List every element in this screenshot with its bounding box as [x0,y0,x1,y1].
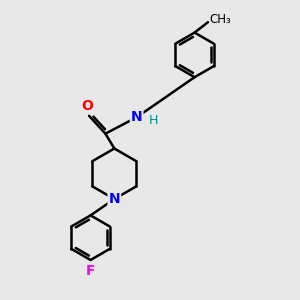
Text: F: F [86,263,95,278]
Text: O: O [81,99,93,113]
Text: N: N [109,192,120,206]
Text: CH₃: CH₃ [209,13,231,26]
Text: H: H [149,114,158,128]
Text: N: N [131,110,142,124]
